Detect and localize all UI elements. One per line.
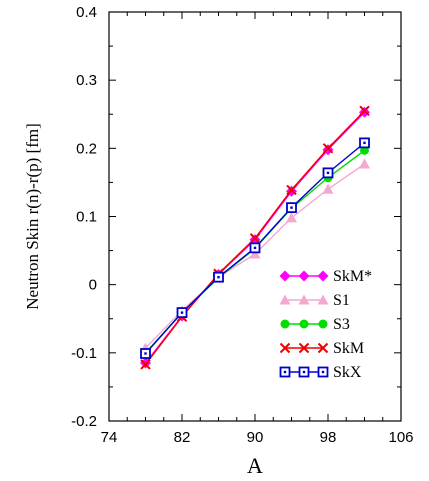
y-tick-label: -0.1 <box>71 345 97 362</box>
legend-marker <box>298 294 310 305</box>
data-point-skm <box>140 359 151 370</box>
legend-marker-dot <box>302 370 306 374</box>
legend-label: SkM <box>333 340 364 357</box>
y-tick-label: 0.3 <box>76 72 97 89</box>
legend-marker-dot <box>321 370 325 374</box>
legend-marker <box>317 270 329 282</box>
data-point-s1 <box>322 183 334 194</box>
data-point-skx-dot <box>326 171 330 175</box>
x-tick-label: 82 <box>174 429 191 446</box>
legend-marker-dot <box>283 370 287 374</box>
data-point-skx-dot <box>180 311 184 314</box>
y-tick-label: 0 <box>89 277 97 294</box>
legend-marker <box>317 294 329 305</box>
x-tick-label: 90 <box>247 429 264 446</box>
x-tick-label: 106 <box>388 429 413 446</box>
data-point-s1 <box>286 212 297 223</box>
legend-marker <box>317 342 329 354</box>
data-point-s1 <box>359 158 370 169</box>
y-tick-label: 0.2 <box>76 140 97 157</box>
legend-label: S3 <box>333 316 350 333</box>
data-point-skm <box>286 184 297 196</box>
data-point-skx-dot <box>363 141 366 145</box>
legend-marker <box>279 270 291 282</box>
data-point-skm <box>359 105 370 117</box>
legend-label: SkM* <box>333 268 372 285</box>
data-point-s1 <box>249 248 261 259</box>
x-axis-title: A <box>247 453 263 478</box>
data-point-skx-dot <box>253 246 257 250</box>
legend-label: S1 <box>333 292 350 309</box>
data-point-skm <box>322 143 334 154</box>
legend-marker <box>298 270 310 282</box>
legend-label: SkX <box>333 364 362 381</box>
data-point-skx-dot <box>217 275 220 279</box>
y-tick-label: -0.2 <box>71 413 97 430</box>
legend-marker <box>298 342 310 354</box>
plot-frame <box>108 11 402 422</box>
data-point-skx-dot <box>144 352 147 355</box>
legend-marker <box>299 319 309 329</box>
y-tick-label: 0.4 <box>76 4 97 21</box>
data-point-skx-dot <box>290 206 293 209</box>
x-tick-label: 74 <box>101 429 118 446</box>
legend-marker <box>279 294 291 305</box>
y-tick-label: 0.1 <box>76 209 97 226</box>
y-axis-title: Neutron Skin r(n)-r(p) [fm] <box>23 123 42 309</box>
legend-marker <box>279 342 291 354</box>
legend: SkM* S1 S3 SkM SkX <box>279 268 372 381</box>
data-point-skm <box>249 233 261 244</box>
legend-marker <box>318 319 328 329</box>
legend-marker <box>280 319 290 329</box>
x-tick-label: 98 <box>320 429 337 446</box>
